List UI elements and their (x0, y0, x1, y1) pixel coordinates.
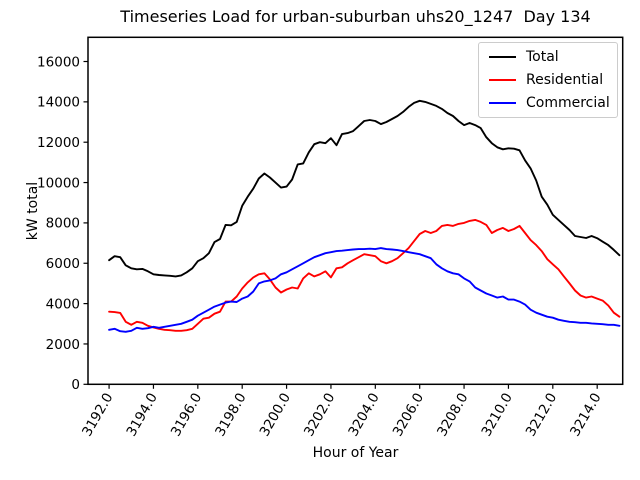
x-tick-label: 3198.0 (212, 390, 249, 439)
y-tick-label: 12000 (37, 135, 80, 151)
x-tick-label: 3214.0 (567, 390, 604, 439)
legend-line-sample-residential (489, 78, 516, 81)
x-tick-label: 3192.0 (79, 390, 116, 439)
legend-item-residential: Residential (479, 69, 617, 91)
legend-item-total: Total (479, 46, 617, 68)
x-tick-label: 3194.0 (123, 390, 160, 439)
legend-label-total: Total (526, 49, 559, 66)
legend-line-sample-total (489, 56, 516, 59)
x-tick-label: 3196.0 (168, 390, 205, 439)
legend-line-sample-commercial (489, 101, 516, 104)
y-tick-label: 8000 (46, 216, 80, 232)
legend-label-commercial: Commercial (526, 94, 610, 111)
series-line-commercial (108, 247, 621, 333)
x-tick-label: 3206.0 (390, 390, 427, 439)
x-axis-label: Hour of Year (312, 445, 399, 461)
x-tick-label: 3202.0 (301, 390, 338, 439)
x-tick-label: 3210.0 (478, 390, 515, 439)
y-tick-label: 10000 (37, 175, 80, 191)
x-tick-label: 3200.0 (257, 390, 294, 439)
y-axis-label: kW total (25, 181, 41, 241)
axes-box (87, 36, 624, 386)
legend-item-commercial: Commercial (479, 92, 617, 114)
legend: Total Residential Commercial (478, 42, 618, 118)
y-tick-label: 0 (71, 377, 80, 393)
x-tick-label: 3212.0 (523, 390, 560, 439)
y-tick-label: 2000 (46, 337, 80, 353)
series-line-total (108, 99, 621, 278)
legend-label-residential: Residential (526, 71, 604, 88)
x-tick-label: 3204.0 (345, 390, 382, 439)
y-tick-label: 14000 (37, 95, 80, 111)
y-tick-label: 4000 (46, 296, 80, 312)
series-line-residential (108, 218, 621, 332)
y-tick-label: 16000 (37, 54, 80, 70)
x-tick-label: 3208.0 (434, 390, 471, 439)
y-tick-label: 6000 (46, 256, 80, 272)
chart-title: Timeseries Load for urban-suburban uhs20… (120, 7, 591, 26)
